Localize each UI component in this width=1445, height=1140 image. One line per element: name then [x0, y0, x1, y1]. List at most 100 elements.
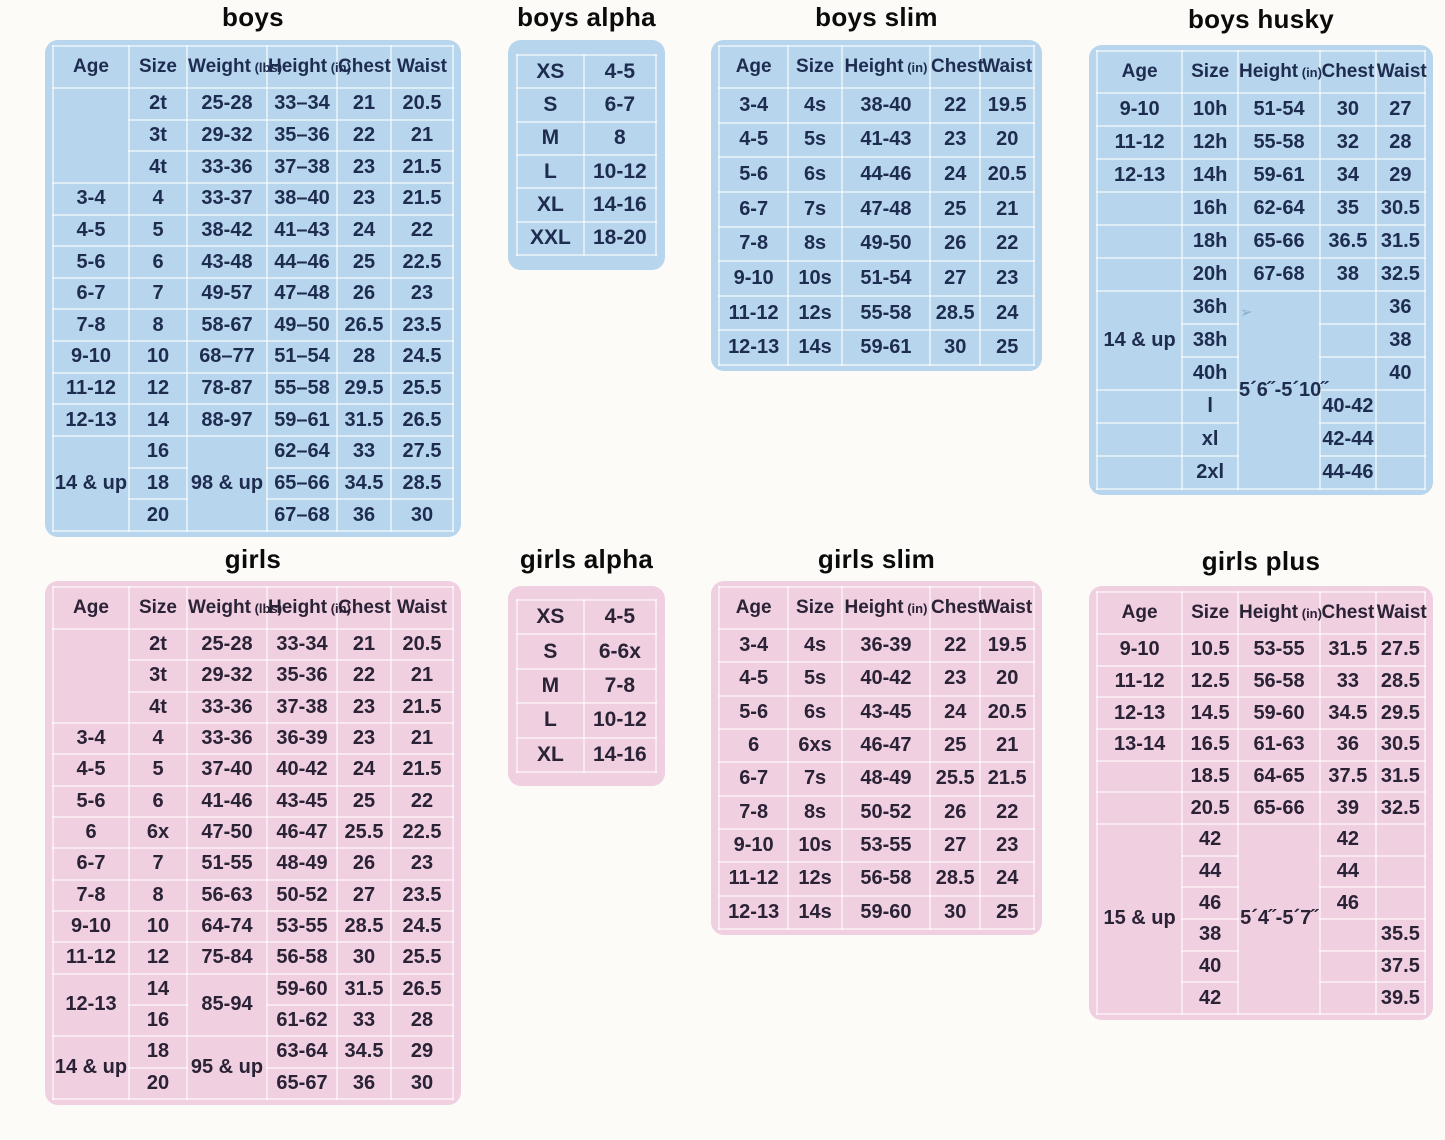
table-cell: 56-58 — [266, 941, 338, 975]
table-cell: 22 — [929, 87, 982, 124]
column-header: Waist — [1374, 50, 1427, 94]
table-cell: 40 — [1374, 356, 1427, 391]
column-header: Chest — [1319, 591, 1377, 635]
table-cell: 42 — [1319, 822, 1377, 857]
table-cell: 12.5 — [1181, 664, 1240, 699]
table-cell: 53-55 — [1237, 633, 1322, 667]
unit-label: (in) — [903, 60, 928, 75]
table-cell: 26 — [929, 794, 982, 830]
table-cell: 59-60 — [266, 972, 338, 1006]
table-cell: 26 — [929, 225, 982, 263]
table-cell: 55-58 — [1237, 125, 1322, 160]
table-cell: 65-66 — [1237, 224, 1322, 259]
table-cell: 33-36 — [186, 150, 268, 184]
size-table-bhusky: Age Size Height (in) Chest Waist 9-10 10h 51-54… — [1095, 50, 1427, 490]
table-cell: 38 — [1319, 257, 1377, 292]
table-cell: 36 — [336, 1066, 392, 1101]
table-cell: 3-4 — [717, 87, 790, 124]
table-cell: 16h — [1181, 191, 1240, 226]
table-cell: 12s — [787, 294, 843, 332]
table-cell: 28.5 — [1374, 664, 1427, 699]
table-cell: 56-58 — [1237, 664, 1322, 699]
table-cell: 43-48 — [186, 245, 268, 279]
table-boys-alpha: XS 4-5 S 6-7 M 8 L 10-12 XL 14-16 XXL 18-20 — [508, 40, 665, 270]
table-cell: 25.5 — [390, 371, 454, 406]
table-cell: 40-42 — [1319, 389, 1377, 424]
table-cell: 36h — [1181, 290, 1240, 325]
table-cell — [1319, 981, 1377, 1015]
table-cell: 9-10 — [52, 340, 130, 374]
table-cell: 11-12 — [1095, 125, 1184, 160]
table-cell: 26 — [336, 276, 392, 311]
table-cell: 14s — [787, 329, 843, 366]
table-cell: 6-7 — [582, 87, 658, 123]
table-cell: 85-94 — [186, 972, 268, 1038]
table-cell — [1095, 389, 1184, 424]
table-cell: 25-28 — [186, 87, 268, 121]
table-cell: 7-8 — [52, 308, 130, 343]
table-cell: 59-61 — [1237, 158, 1322, 193]
table-cell: 40h — [1181, 356, 1240, 391]
table-cell: 16 — [128, 1003, 188, 1038]
column-header: Height (in) — [266, 45, 351, 89]
table-cell: 25 — [336, 784, 392, 818]
table-cell: 29.5 — [336, 371, 392, 406]
table-cell: 25 — [979, 894, 1035, 931]
column-header: Weight (lbs) — [186, 45, 282, 89]
table-cell: 23 — [979, 827, 1035, 864]
table-cell: 12s — [787, 861, 843, 897]
table-cell — [1374, 455, 1427, 490]
size-table-galpha: XS 4-5 S 6-6x M 7-8 L 10-12 XL 14-16 — [516, 598, 658, 774]
table-cell: 65–66 — [266, 466, 338, 501]
column-header: Waist — [390, 586, 454, 630]
table-cell: 6-7 — [717, 761, 790, 797]
table-cell: 28.5 — [336, 909, 392, 944]
table-cell: 6-7 — [717, 190, 790, 228]
table-cell: 18 — [128, 1035, 188, 1069]
table-cell: 34.5 — [336, 466, 392, 501]
table-cell: 30 — [929, 329, 982, 366]
column-header: Age — [52, 586, 130, 630]
table-cell: 6 — [128, 245, 188, 279]
table-cell: 7-8 — [52, 878, 130, 912]
table-cell: 14 — [128, 403, 188, 438]
table-cell: 26.5 — [390, 972, 454, 1006]
table-cell: 88-97 — [186, 403, 268, 438]
table-cell: 67–68 — [266, 498, 338, 532]
table-cell: XL — [516, 187, 585, 223]
table-cell: 38h — [1181, 323, 1240, 358]
table-cell — [1319, 290, 1377, 325]
table-cell: 68–77 — [186, 340, 268, 374]
table-cell: 12-13 — [1095, 696, 1184, 730]
table-cell: 6 — [128, 784, 188, 818]
table-cell: 22 — [979, 794, 1035, 830]
table-cell: 6s — [787, 694, 843, 730]
table-cell: 32 — [1319, 125, 1377, 160]
table-cell: 35-36 — [266, 659, 338, 693]
table-cell: 25 — [929, 190, 982, 228]
table-cell: 14.5 — [1181, 696, 1240, 730]
table-cell: 4 — [128, 721, 188, 756]
table-cell: XXL — [516, 220, 585, 257]
table-cell: 27 — [1374, 92, 1427, 127]
table-cell — [1095, 257, 1184, 292]
table-cell: 36-39 — [840, 627, 932, 664]
table-cell: 12 — [128, 371, 188, 406]
table-cell: 36 — [1319, 727, 1377, 762]
table-cell: 46-47 — [840, 727, 932, 764]
table-boys-husky: Age Size Height (in) Chest Waist 9-10 10h 51-54… — [1089, 45, 1433, 495]
table-cell: 5-6 — [52, 245, 130, 279]
table-cell: L — [516, 153, 585, 190]
table-cell: 59-61 — [840, 329, 932, 366]
table-cell: 32.5 — [1374, 257, 1427, 292]
column-header: Age — [717, 45, 790, 89]
table-boys: Age Size Weight (lbs) Height (in) Chest Waist… — [45, 40, 461, 537]
table-cell: 6-7 — [52, 276, 130, 311]
table-cell — [1374, 822, 1427, 857]
column-header: Waist — [1374, 591, 1427, 635]
table-cell: 27.5 — [390, 435, 454, 469]
table-cell: 3t — [128, 659, 188, 693]
table-cell: 33 — [336, 1003, 392, 1038]
table-cell: 22 — [979, 225, 1035, 263]
table-cell: 16 — [128, 435, 188, 469]
